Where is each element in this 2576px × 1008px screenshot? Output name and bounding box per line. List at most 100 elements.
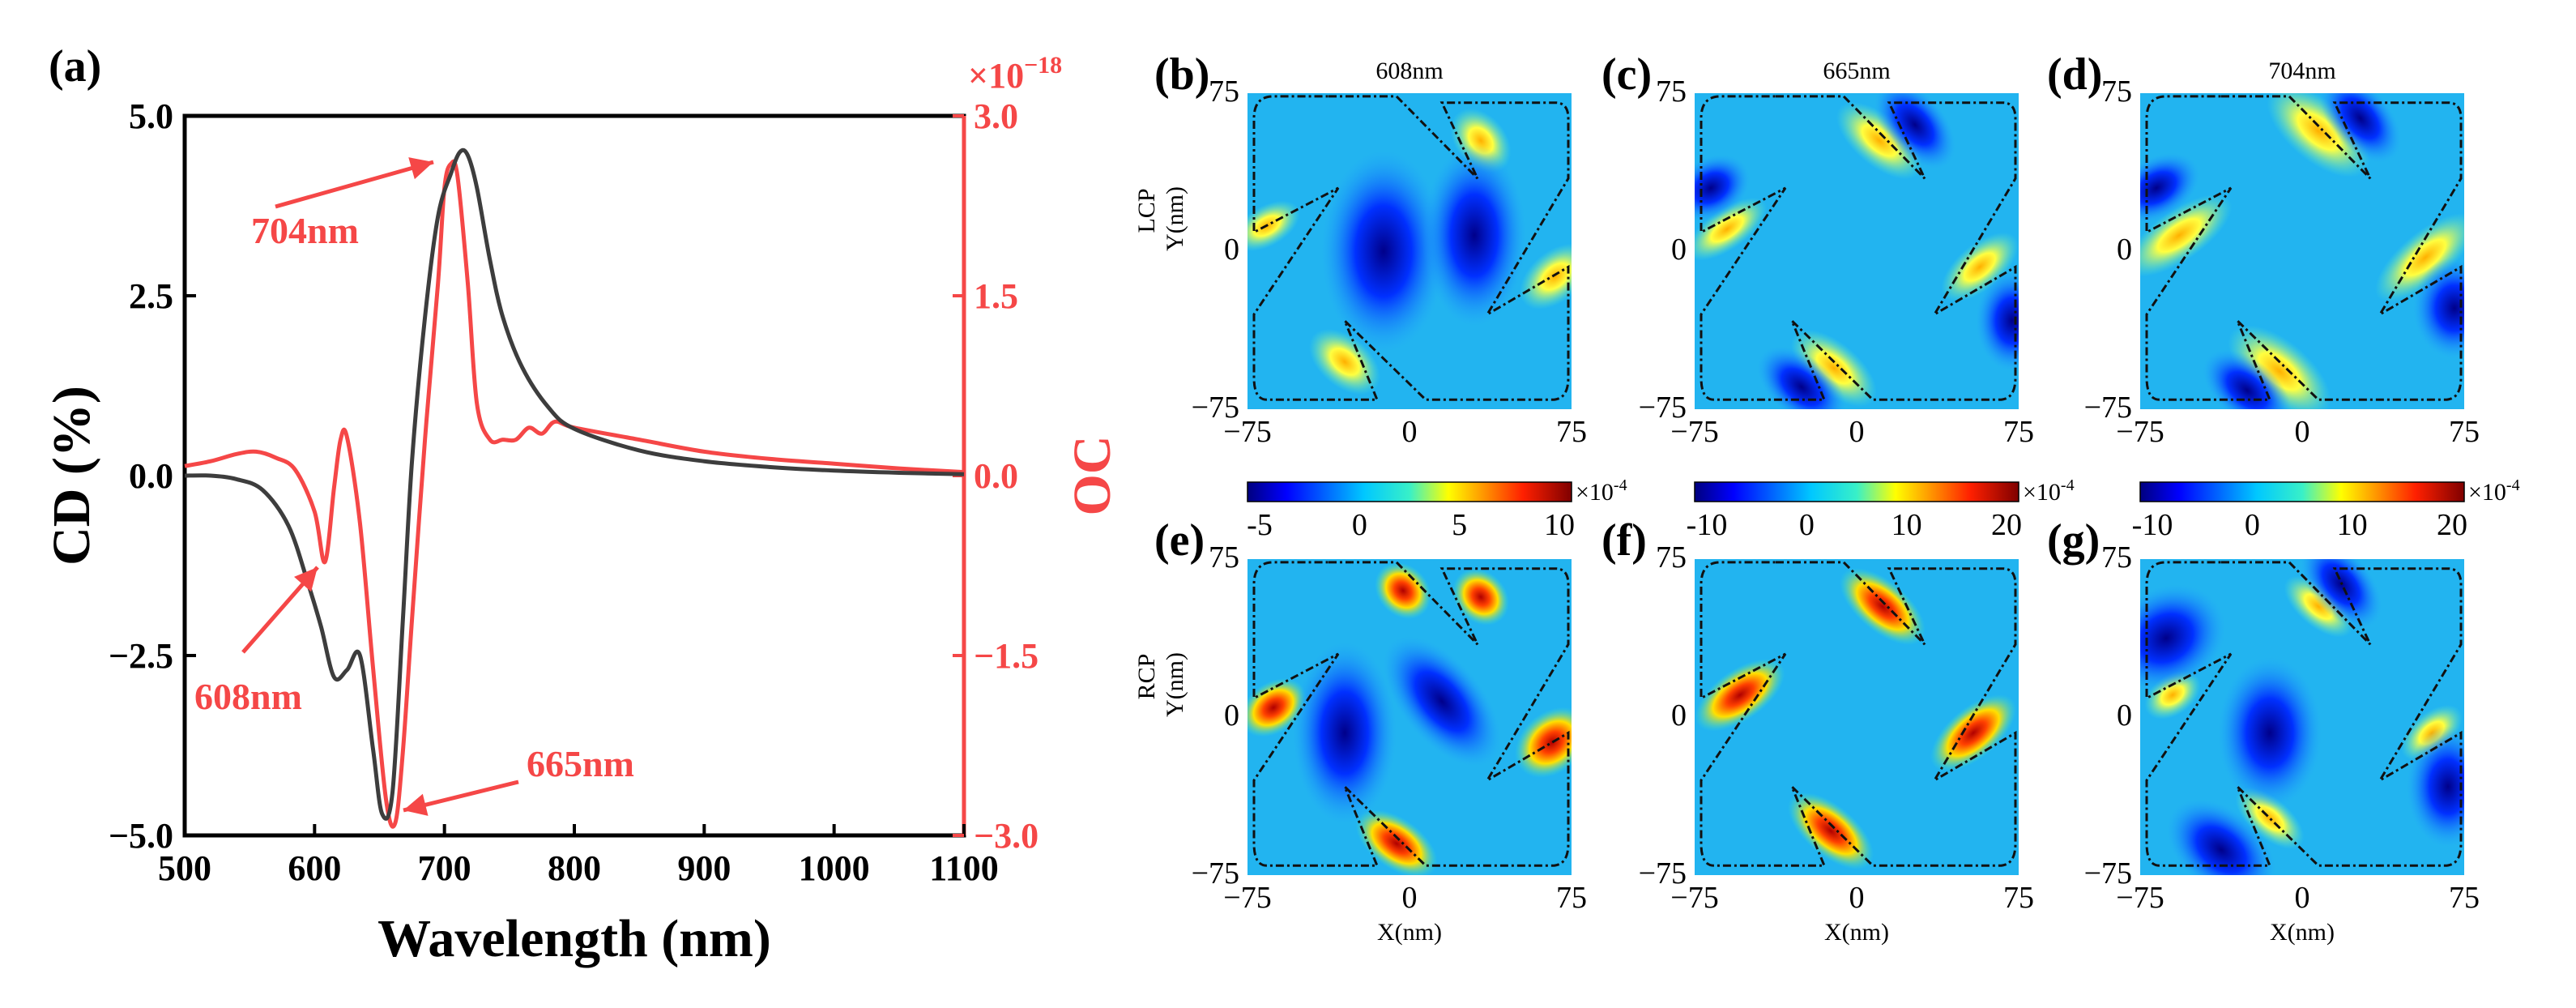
series-cd-line: [184, 147, 965, 821]
field-map: [1247, 93, 1572, 409]
y-right-tick-label: −3.0: [974, 816, 1039, 856]
map-x-tick-label: 75: [2003, 881, 2034, 915]
field-hotspot: [1695, 658, 1785, 732]
field-hotspot: [1757, 346, 1846, 409]
y-left-tick-label: −5.0: [109, 816, 173, 856]
map-y-tick-label: 75: [1656, 540, 1687, 574]
colorbar-tick-label: 20: [1991, 508, 2022, 542]
map-y-tick-label: −75: [1639, 391, 1687, 425]
panel-letter: (f): [1601, 515, 1647, 566]
panel-letter: (c): [1601, 49, 1652, 100]
map-x-axis-label: X(nm): [1824, 919, 1889, 946]
map-x-tick-label: 0: [1849, 881, 1865, 915]
field-map: [1695, 559, 2019, 875]
field-hotspot: [1840, 567, 1926, 646]
colorbar-tick-label: -5: [1247, 508, 1273, 542]
map-y-tick-label: 75: [1656, 75, 1687, 109]
x-tick-label: 700: [418, 848, 471, 888]
panel-letter: (b): [1154, 49, 1209, 100]
field-hotspot: [1791, 329, 1877, 407]
colorbar-gradient: [2139, 481, 2465, 502]
map-x-tick-label: −75: [1223, 881, 1271, 915]
structure-outline: [1252, 95, 1570, 401]
structure-outline: [2145, 95, 2463, 401]
map-y-tick-label: 0: [1224, 698, 1239, 733]
map-x-tick-label: −75: [1670, 415, 1718, 449]
map-x-tick-label: 75: [1556, 415, 1587, 449]
map-x-tick-label: 75: [1556, 881, 1587, 915]
y-left-tick-label: 2.5: [129, 276, 173, 316]
map-y-tick-label: −75: [2084, 856, 2132, 891]
row-label: LCP: [1133, 188, 1160, 233]
map-y-tick-label: 75: [1209, 75, 1239, 109]
map-x-tick-label: 0: [1402, 415, 1418, 449]
map-y-tick-label: −75: [1192, 391, 1239, 425]
x-axis: 500 600 700 800 900 1000 1100: [158, 824, 999, 888]
y-right-tick-label: 3.0: [974, 96, 1018, 136]
field-map-panel: (d) 704nm 75 0 −75−75 0 75: [2047, 49, 2480, 449]
colorbar-gradient: [1694, 481, 2019, 502]
map-y-tick-label: 75: [2101, 540, 2132, 574]
annotation-arrowhead: [408, 157, 433, 180]
field-map: [2140, 559, 2464, 875]
colorbar-tick-label: 10: [2337, 508, 2368, 542]
colorbar: ×10-4 -10 0 10 20: [1687, 476, 2075, 542]
map-y-tick-label: 0: [1671, 233, 1687, 267]
line-chart-panel: (a) 500 600 700 800 900 1000 1100 −5.0 −2.5 0.0 2…: [42, 41, 1122, 968]
y-axis-right-label: OC: [1063, 436, 1122, 516]
field-hotspot: [1976, 270, 2019, 372]
annotation-arrowhead: [403, 793, 429, 816]
annotation-arrow: [275, 160, 434, 209]
colorbar-tick-label: 20: [2437, 508, 2467, 542]
structure-outline: [2145, 561, 2463, 867]
colorbar-tick-label: -10: [1687, 508, 1728, 542]
map-wavelength-title: 608nm: [1375, 58, 1443, 84]
colorbar-tick-label: -10: [2132, 508, 2173, 542]
map-x-tick-label: 0: [1402, 881, 1418, 915]
map-x-tick-label: 0: [2295, 415, 2310, 449]
map-x-tick-label: 0: [2295, 881, 2310, 915]
colorbar-tick-label: 0: [1352, 508, 1367, 542]
field-hotspot: [1941, 232, 2019, 302]
map-x-tick-label: 75: [2449, 415, 2480, 449]
field-map: [1695, 93, 2019, 409]
map-x-tick-label: 0: [1849, 415, 1865, 449]
map-y-tick-label: 0: [1671, 698, 1687, 733]
map-x-tick-label: 75: [2003, 415, 2034, 449]
map-y-tick-label: −75: [1639, 856, 1687, 891]
field-hotspot: [2140, 584, 2226, 692]
colorbar-multiplier: ×10-4: [2023, 476, 2075, 506]
colorbar: ×10-4 -5 0 5 10: [1247, 476, 1627, 542]
field-hotspot: [1519, 243, 1572, 310]
map-x-tick-label: −75: [1670, 881, 1718, 915]
field-hotspot: [1695, 197, 1768, 261]
map-x-tick-label: −75: [2116, 881, 2164, 915]
map-x-axis-label: X(nm): [1377, 919, 1442, 946]
annotation-arrowhead: [294, 567, 318, 592]
panel-letter: (g): [2047, 515, 2100, 566]
field-hotspot: [1452, 568, 1509, 626]
y-right-tick-label: 1.5: [974, 276, 1018, 316]
colorbar-multiplier: ×10-4: [2468, 476, 2520, 506]
map-y-tick-label: 0: [2117, 233, 2132, 267]
field-hotspot: [2203, 349, 2292, 409]
annotation-label: 665nm: [527, 743, 634, 784]
panel-letter: (e): [1154, 515, 1205, 566]
map-x-tick-label: −75: [1223, 415, 1271, 449]
annotations: 704nm 608nm 665nm: [194, 157, 634, 816]
field-hotspot: [1514, 707, 1572, 778]
map-x-tick-label: 75: [2449, 881, 2480, 915]
x-tick-label: 600: [288, 848, 341, 888]
field-hotspot: [1247, 678, 1307, 737]
field-hotspot: [2166, 799, 2276, 875]
row-label: RCP: [1133, 654, 1160, 700]
map-wavelength-title: 704nm: [2268, 58, 2335, 84]
field-hotspot: [2228, 325, 2331, 409]
field-map-panel: (c) 665nm 75 0 −75−75 0 75: [1601, 49, 2034, 449]
field-hotspot: [2267, 93, 2370, 177]
field-map: [2140, 93, 2464, 409]
field-hotspot: [2140, 152, 2200, 224]
y-right-tick-label: 0.0: [974, 456, 1018, 496]
field-hotspot: [2406, 725, 2464, 848]
